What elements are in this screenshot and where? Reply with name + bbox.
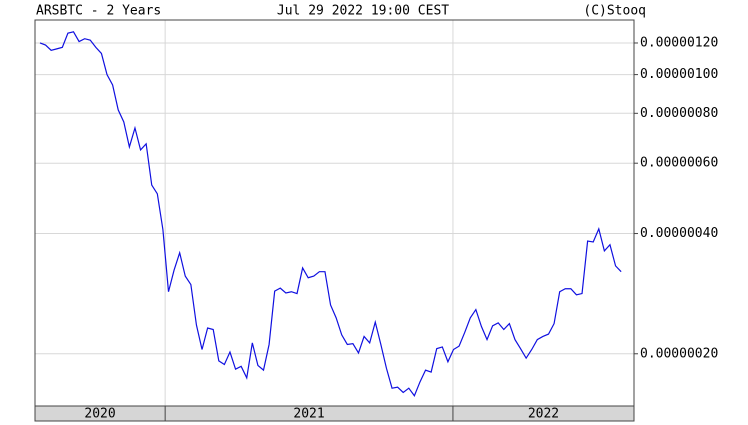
y-tick-label: 0.00000080 bbox=[640, 106, 718, 121]
source: (C)Stooq bbox=[583, 4, 646, 19]
x-tick-label: 2022 bbox=[528, 407, 559, 422]
y-tick-label: 0.00000020 bbox=[640, 346, 718, 361]
y-tick-label: 0.00000100 bbox=[640, 67, 718, 82]
chart-subtitle: Jul 29 2022 19:00 CEST bbox=[277, 4, 449, 19]
y-tick-label: 0.00000120 bbox=[640, 35, 718, 50]
y-tick-label: 0.00000060 bbox=[640, 156, 718, 171]
x-tick-label: 2020 bbox=[84, 407, 115, 422]
y-tick-label: 0.00000040 bbox=[640, 226, 718, 241]
price-line bbox=[39, 31, 622, 397]
x-tick-label: 2021 bbox=[293, 407, 324, 422]
plot-frame bbox=[34, 19, 635, 407]
chart-title: ARSBTC - 2 Years bbox=[36, 4, 161, 19]
